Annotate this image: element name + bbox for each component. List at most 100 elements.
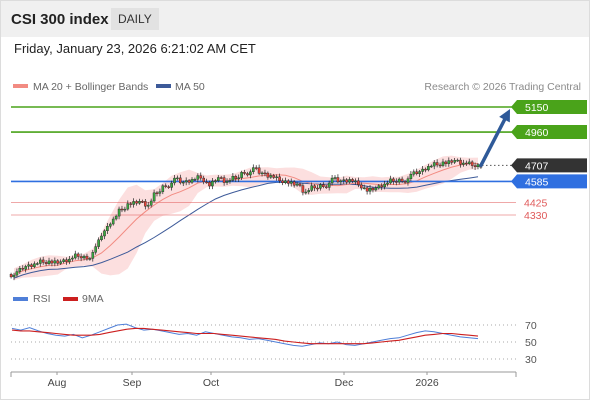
candle-body xyxy=(100,235,103,240)
candle-body xyxy=(377,185,381,189)
bollinger-band-area xyxy=(14,155,478,281)
candle-body xyxy=(330,177,334,184)
candle-body xyxy=(103,230,106,237)
rsi-panel: 70 50 30 xyxy=(11,320,537,366)
candle-body xyxy=(453,160,457,163)
candle-body xyxy=(319,184,322,189)
level-tag-text: 4707 xyxy=(525,160,549,172)
candle-body xyxy=(251,167,255,173)
candle-body xyxy=(132,201,135,205)
candle-body xyxy=(289,181,293,184)
legend-rsi-ma-label: 9MA xyxy=(82,293,104,305)
candle-body xyxy=(392,178,395,182)
candle-body xyxy=(456,159,459,162)
candle-body xyxy=(295,183,299,186)
candle-body xyxy=(345,179,349,183)
rsi-ma-line xyxy=(11,327,479,345)
level-label-4425: 4425 xyxy=(524,197,548,209)
candle-body xyxy=(114,215,118,220)
ma20-line xyxy=(13,163,479,275)
x-tick-label: Sep xyxy=(123,377,142,389)
candle-body xyxy=(187,180,191,183)
level-tag-5150: 5150 xyxy=(511,100,587,114)
candle-body xyxy=(447,160,451,164)
level-tag-text: 5150 xyxy=(525,102,549,114)
candle-body xyxy=(260,172,264,175)
candle-body xyxy=(298,183,302,186)
candle-body xyxy=(462,162,465,165)
candle-body xyxy=(246,173,249,176)
candle-body xyxy=(249,171,252,176)
candle-body xyxy=(360,184,363,189)
candle-body xyxy=(281,180,284,184)
candle-body xyxy=(284,180,287,184)
candle-body xyxy=(73,253,77,259)
candle-body xyxy=(68,258,71,262)
candle-body xyxy=(129,203,133,205)
candle-body xyxy=(371,187,375,191)
level-tag-text: 4585 xyxy=(525,176,549,188)
candle-body xyxy=(383,183,386,188)
level-tag-text: 4960 xyxy=(525,127,549,139)
candle-body xyxy=(208,181,211,187)
x-axis: Aug Sep Oct Dec 2026 xyxy=(10,371,517,389)
candle-body xyxy=(108,223,112,227)
chart-title: CSI 300 index xyxy=(11,11,109,28)
candle-body xyxy=(202,177,206,183)
candle-body xyxy=(91,252,95,259)
candle-body xyxy=(138,200,141,204)
ma20-path xyxy=(13,163,479,275)
candle-body xyxy=(427,166,430,171)
candle-body xyxy=(21,268,25,270)
level-tag-4960: 4960 xyxy=(511,125,587,140)
candle-body xyxy=(342,179,346,181)
candle-body xyxy=(438,164,442,167)
candle-body xyxy=(441,161,445,166)
legend-ma50-swatch xyxy=(156,84,171,88)
candle-body xyxy=(152,192,156,202)
candle-body xyxy=(325,186,328,188)
rsi-legend: RSI 9MA xyxy=(13,293,104,305)
candle-body xyxy=(354,180,357,183)
candle-body xyxy=(257,167,261,174)
candle-body xyxy=(403,181,407,183)
candle-body xyxy=(430,165,433,168)
candle-body xyxy=(94,246,97,253)
candle-body xyxy=(164,185,168,187)
projection-arrow-shaft xyxy=(479,113,509,168)
timeframe-badge[interactable]: DAILY xyxy=(111,8,159,30)
candle-body xyxy=(199,175,203,179)
x-tick-label: Dec xyxy=(335,377,354,389)
candle-body xyxy=(450,160,454,163)
candle-body xyxy=(310,185,314,191)
candle-body xyxy=(278,176,281,182)
legend-rsi-swatch xyxy=(13,297,28,301)
candle-body xyxy=(476,164,480,167)
candle-body xyxy=(412,171,416,175)
candle-body xyxy=(368,187,372,192)
candle-body xyxy=(196,175,200,180)
candle-body xyxy=(170,182,173,188)
candle-body xyxy=(362,187,366,190)
candle-body xyxy=(149,200,153,206)
candle-body xyxy=(24,266,28,270)
candle-body xyxy=(123,208,127,211)
ma50-path xyxy=(13,176,479,279)
candle-body xyxy=(397,178,401,183)
candle-body xyxy=(254,167,258,169)
candle-body xyxy=(444,161,448,164)
candle-body xyxy=(304,191,308,194)
candlesticks xyxy=(9,157,483,281)
candle-body xyxy=(386,182,389,185)
candle-body xyxy=(111,218,115,225)
candle-body xyxy=(292,181,296,186)
chart-credit: Research © 2026 Trading Central xyxy=(424,81,581,93)
candle-body xyxy=(82,255,86,259)
candle-body xyxy=(85,255,89,260)
candle-body xyxy=(216,177,220,181)
candle-body xyxy=(76,253,80,257)
candle-body xyxy=(459,159,462,165)
candle-body xyxy=(406,178,410,183)
candle-body xyxy=(39,259,42,264)
